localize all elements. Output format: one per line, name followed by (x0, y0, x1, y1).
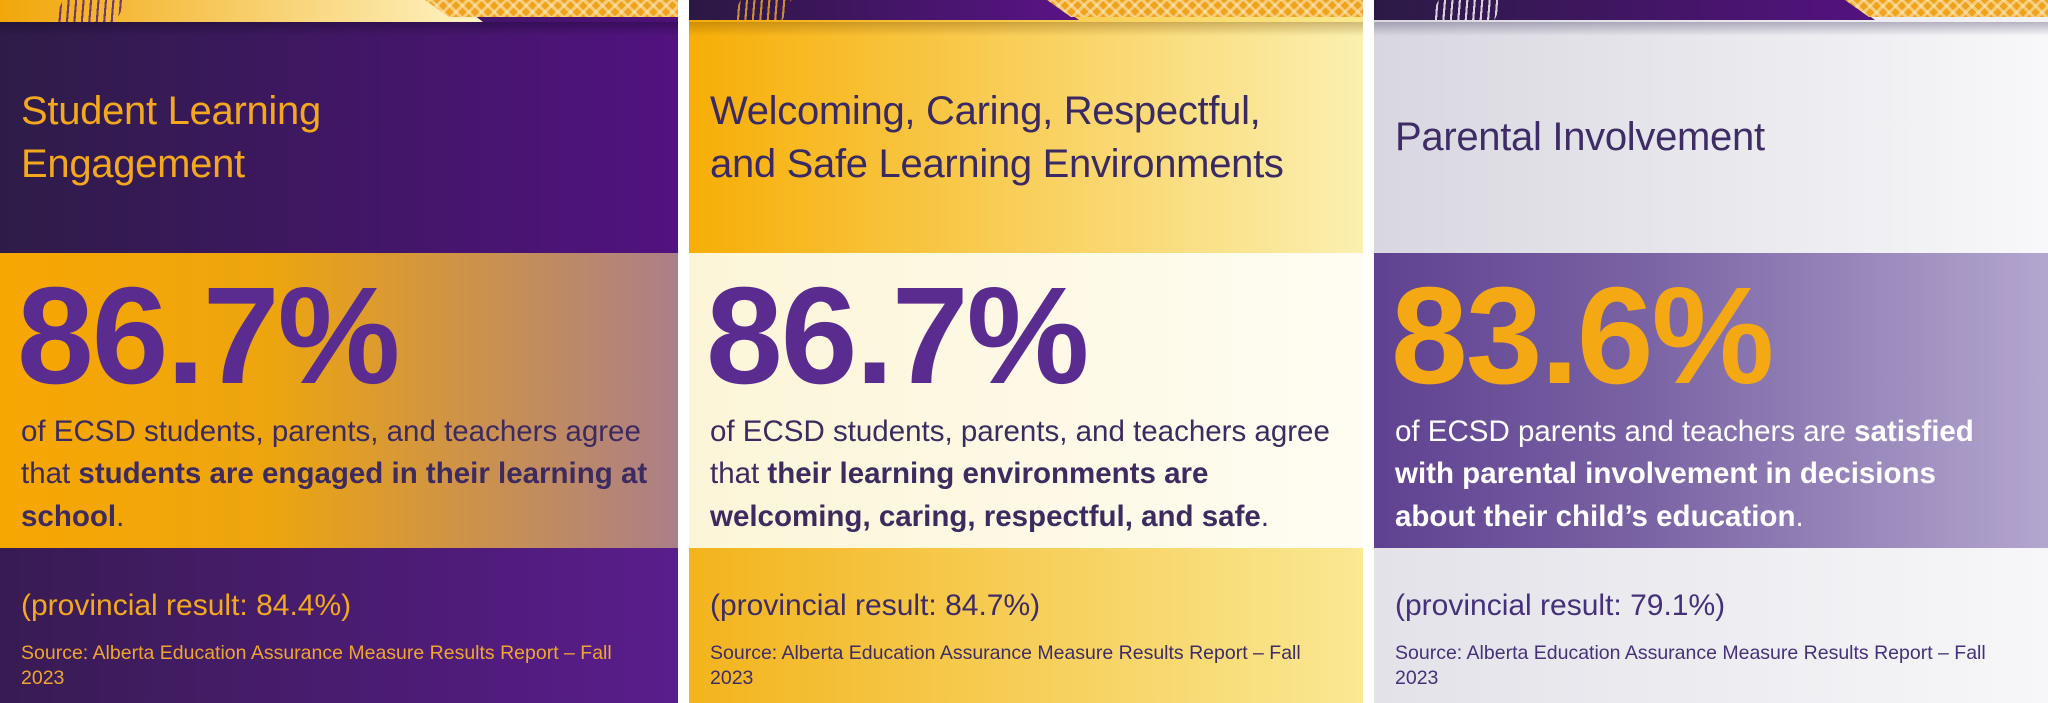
stat-description-suffix: . (116, 499, 125, 533)
panel-parental-involvement: Parental Involvement 83.6% of ECSD paren… (1374, 0, 2048, 703)
panel-title: Student Learning Engagement (21, 88, 321, 186)
provincial-result: (provincial result: 79.1%) (1395, 589, 1726, 622)
source-note: Source: Alberta Education Assurance Meas… (1395, 642, 1986, 690)
stat-description: of ECSD students, parents, and teachers … (710, 411, 1339, 538)
top-strip (0, 0, 678, 22)
panel-header: Welcoming, Caring, Respectful, and Safe … (689, 22, 1363, 253)
stat-description-regular: of ECSD parents and teachers are (1395, 415, 1855, 448)
provincial-result: (provincial result: 84.4%) (21, 589, 352, 622)
provincial-result: (provincial result: 84.7%) (710, 589, 1041, 622)
footer-section: (provincial result: 79.1%) Source: Alber… (1374, 548, 2048, 703)
top-strip (1374, 0, 2048, 22)
chevron-pattern (1845, 0, 2048, 17)
hatch-lines-pattern (731, 0, 791, 20)
stats-section: 86.7% of ECSD students, parents, and tea… (689, 253, 1363, 548)
stats-section: 86.7% of ECSD students, parents, and tea… (0, 253, 678, 548)
panel-welcoming-caring-respectful-safe: Welcoming, Caring, Respectful, and Safe … (689, 0, 1363, 703)
stat-percentage: 86.7% (706, 259, 1089, 413)
stat-description-suffix: . (1260, 499, 1270, 533)
stat-description-bold: students are engaged in their learning a… (21, 457, 648, 533)
stat-percentage: 86.7% (17, 259, 400, 413)
stat-description-regular: of ECSD students, parents, and teachers … (21, 415, 641, 491)
source-note: Source: Alberta Education Assurance Meas… (21, 642, 612, 690)
chevron-pattern (425, 0, 678, 17)
stat-description-bold: their learning environments are welcomin… (710, 457, 1261, 533)
stat-description-suffix: . (1795, 499, 1804, 533)
stats-section: 83.6% of ECSD parents and teachers are s… (1374, 253, 2048, 548)
strip-band (0, 0, 483, 22)
top-strip (689, 0, 1363, 22)
chevron-pattern (1047, 0, 1363, 17)
stat-description-bold: satisfied with parental involvement in d… (1395, 415, 1974, 533)
strip-band (1374, 0, 1875, 20)
panel-student-learning-engagement: Student Learning Engagement 86.7% of ECS… (0, 0, 678, 703)
footer-section: (provincial result: 84.7%) Source: Alber… (689, 548, 1363, 703)
stat-description-regular: of ECSD students, parents, and teachers … (710, 415, 1330, 491)
stat-description: of ECSD parents and teachers are satisfi… (1395, 411, 2024, 538)
strip-band (689, 0, 1079, 20)
footer-section: (provincial result: 84.4%) Source: Alber… (0, 548, 678, 703)
source-note: Source: Alberta Education Assurance Meas… (710, 642, 1301, 690)
hatch-lines-pattern (53, 0, 126, 22)
stat-description: of ECSD students, parents, and teachers … (21, 411, 654, 538)
panel-header: Student Learning Engagement (0, 22, 678, 253)
hatch-lines-pattern (1430, 0, 1504, 20)
stat-percentage: 83.6% (1391, 259, 1774, 413)
panel-title: Parental Involvement (1395, 115, 1765, 160)
panel-header: Parental Involvement (1374, 22, 2048, 253)
panel-title: Welcoming, Caring, Respectful, and Safe … (710, 88, 1284, 186)
